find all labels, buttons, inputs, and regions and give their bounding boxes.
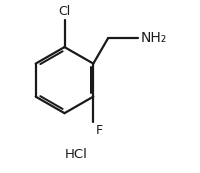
Text: HCl: HCl: [65, 148, 88, 161]
Text: NH₂: NH₂: [141, 31, 167, 45]
Text: Cl: Cl: [58, 5, 71, 18]
Text: F: F: [95, 124, 102, 137]
